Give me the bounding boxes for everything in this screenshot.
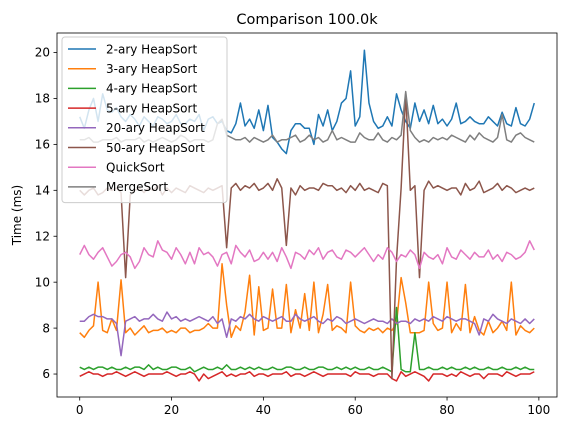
legend-label: 20-ary HeapSort: [106, 121, 205, 135]
plot-frame: [56, 32, 558, 398]
y-tick-label: 10: [35, 275, 50, 289]
series-line-1: [79, 263, 535, 339]
legend-label: 5-ary HeapSort: [106, 101, 197, 115]
legend-box: [61, 36, 228, 204]
y-axis: 6 8 10 12 14 16 18 20: [35, 46, 57, 381]
series-line-3: [79, 370, 535, 382]
x-tick-label: 100: [527, 403, 550, 417]
legend-label: QuickSort: [106, 161, 165, 175]
legend-label: 3-ary HeapSort: [106, 62, 197, 76]
legend-label: 2-ary HeapSort: [106, 42, 197, 56]
legend-label: MergeSort: [106, 180, 168, 194]
y-tick-label: 18: [35, 92, 50, 106]
y-tick-label: 14: [35, 184, 50, 198]
y-tick-label: 20: [35, 46, 50, 60]
series-line-6: [79, 240, 535, 270]
x-tick-label: 20: [164, 403, 179, 417]
legend: 2-ary HeapSort 3-ary HeapSort 4-ary HeapSo…: [61, 36, 228, 204]
x-tick-label: 40: [256, 403, 271, 417]
legend-label: 50-ary HeapSort: [106, 141, 205, 155]
series-line-2: [79, 306, 535, 373]
y-tick-label: 6: [42, 367, 50, 381]
y-axis-title: Time (ms): [10, 185, 24, 247]
y-tick-label: 16: [35, 138, 50, 152]
x-tick-label: 60: [348, 403, 363, 417]
chart-title: Comparison 100.0k: [236, 12, 378, 28]
x-tick-label: 80: [439, 403, 454, 417]
y-tick-label: 12: [35, 229, 50, 243]
x-axis: 0 20 40 60 80 100: [76, 397, 550, 417]
legend-label: 4-ary HeapSort: [106, 82, 197, 96]
y-tick-label: 8: [42, 321, 50, 335]
series-line-4: [79, 311, 535, 357]
x-tick-label: 0: [76, 403, 84, 417]
